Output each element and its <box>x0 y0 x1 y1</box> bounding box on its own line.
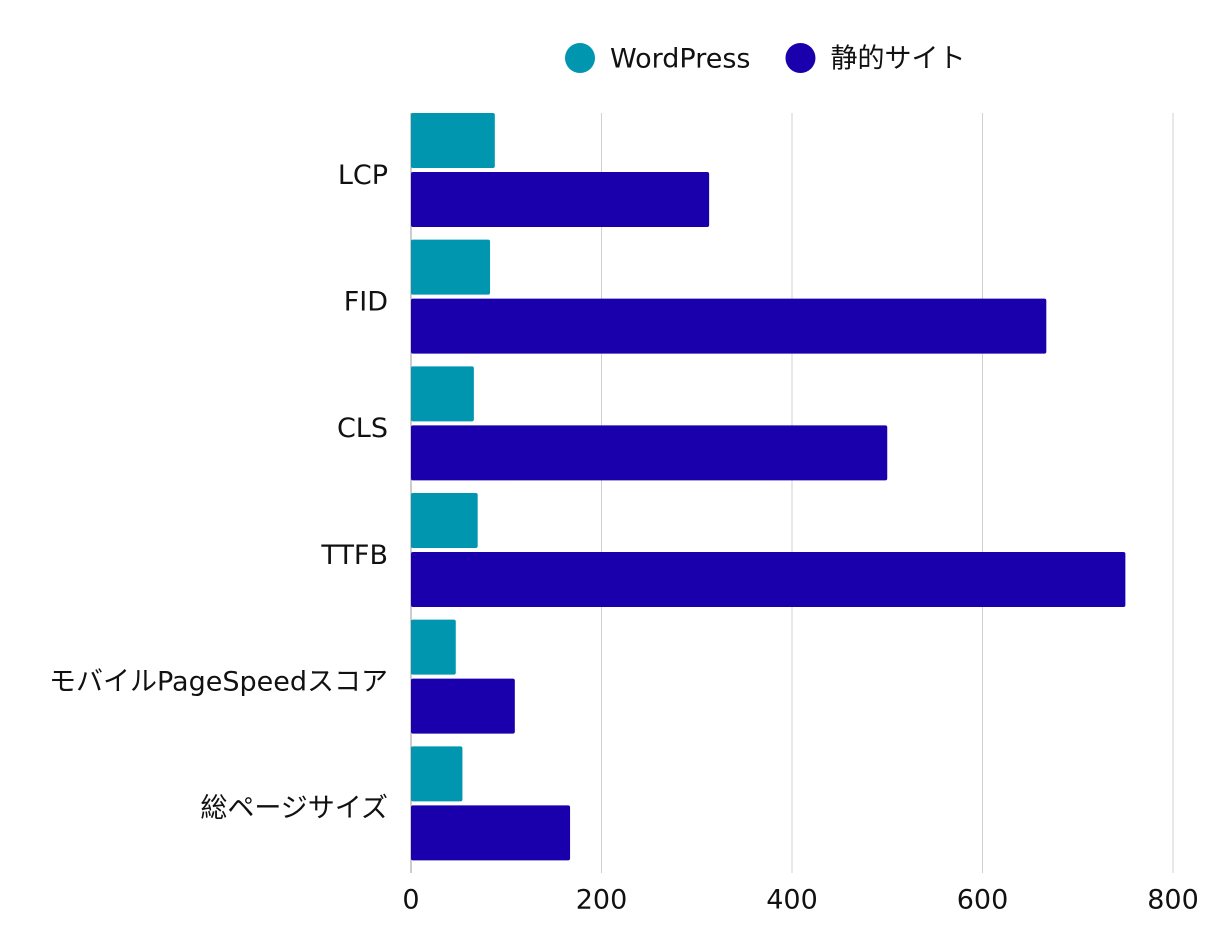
bar <box>411 366 474 422</box>
y-tick-label: 総ページサイズ <box>200 793 388 824</box>
x-tick-label: 200 <box>576 885 628 916</box>
bar <box>411 746 463 802</box>
x-tick-label: 0 <box>402 885 419 916</box>
bar <box>411 552 1126 607</box>
legend-label: WordPress <box>610 44 750 75</box>
bar <box>411 425 888 481</box>
x-tick-label: 600 <box>957 885 1009 916</box>
x-tick-label: 800 <box>1147 885 1199 916</box>
bar <box>411 619 456 675</box>
bar <box>411 298 1047 354</box>
y-tick-label: CLS <box>337 413 388 444</box>
y-tick-label: LCP <box>338 160 388 191</box>
y-tick-label: モバイルPageSpeedスコア <box>49 667 388 698</box>
bar <box>411 172 710 227</box>
y-tick-label: TTFB <box>320 540 388 571</box>
bar <box>411 239 491 295</box>
legend-marker <box>785 43 816 73</box>
legend-label: 静的サイト <box>830 44 965 75</box>
bar <box>411 493 478 548</box>
x-tick-label: 400 <box>766 885 818 916</box>
bar <box>411 805 571 861</box>
legend-marker <box>565 43 595 73</box>
bar <box>411 678 515 734</box>
bar <box>411 113 495 168</box>
y-tick-label: FID <box>344 287 388 318</box>
